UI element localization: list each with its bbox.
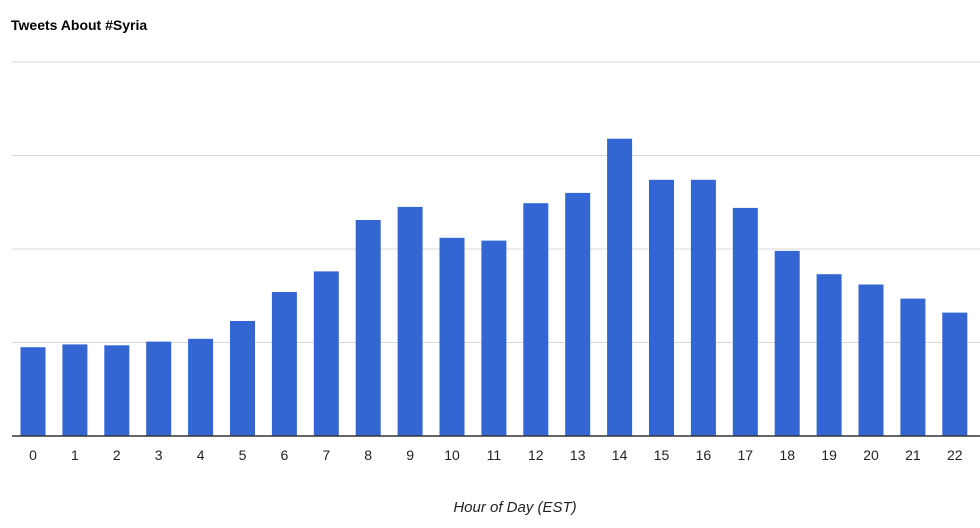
bar-hour-18 — [774, 250, 800, 436]
x-tick-label: 21 — [905, 447, 921, 463]
x-tick-label: 2 — [113, 447, 121, 463]
bar-hour-6 — [271, 292, 297, 436]
x-tick-label: 8 — [364, 447, 372, 463]
bar-hour-1 — [62, 344, 88, 436]
x-tick-label: 11 — [487, 447, 502, 463]
x-tick-label: 15 — [654, 447, 670, 463]
x-tick-label: 7 — [322, 447, 330, 463]
bar-hour-13 — [565, 192, 591, 436]
x-tick-labels: 0 1 2 3 4 5 6 7 8 9 10 11 12 13 14 15 16 17 18 19 20 21 22 — [29, 447, 963, 463]
chart-title: Tweets About #Syria — [11, 17, 148, 33]
x-axis-title: Hour of Day (EST) — [453, 499, 576, 516]
bar-hour-16 — [690, 179, 716, 437]
bar-hour-21 — [900, 298, 926, 436]
x-tick-label: 16 — [696, 447, 712, 463]
x-tick-label: 10 — [444, 447, 460, 463]
bar-hour-5 — [230, 321, 255, 436]
bar-hour-11 — [481, 240, 507, 436]
bar-hour-2 — [104, 345, 130, 436]
x-tick-label: 5 — [239, 447, 247, 463]
x-tick-label: 0 — [29, 447, 37, 463]
x-tick-label: 17 — [738, 447, 754, 463]
x-tick-label: 20 — [863, 447, 879, 463]
bar-hour-17 — [732, 207, 758, 436]
x-tick-label: 14 — [612, 447, 628, 463]
bar-hour-0 — [20, 347, 46, 436]
x-tick-label: 13 — [570, 447, 586, 463]
bar-hour-12 — [523, 203, 549, 436]
bar-hour-8 — [355, 220, 381, 436]
x-tick-label: 19 — [821, 447, 837, 463]
bar-hour-22 — [942, 312, 968, 436]
bar-hour-4 — [188, 338, 214, 436]
bar-hour-14 — [607, 138, 633, 436]
bar-hour-15 — [649, 179, 674, 437]
x-tick-label: 12 — [528, 447, 544, 463]
bar-hour-10 — [439, 237, 465, 436]
bar-hour-3 — [146, 341, 172, 436]
x-tick-label: 3 — [155, 447, 163, 463]
x-tick-label: 22 — [947, 447, 963, 463]
x-tick-label: 9 — [406, 447, 414, 463]
x-tick-label: 4 — [197, 447, 205, 463]
bar-hour-19 — [816, 274, 842, 436]
bar-hour-20 — [858, 284, 884, 436]
x-tick-label: 6 — [281, 447, 289, 463]
bar-hour-9 — [397, 206, 423, 436]
x-tick-label: 1 — [71, 447, 79, 463]
bar-hour-7 — [313, 271, 339, 436]
bars — [20, 138, 968, 437]
x-tick-label: 18 — [779, 447, 795, 463]
